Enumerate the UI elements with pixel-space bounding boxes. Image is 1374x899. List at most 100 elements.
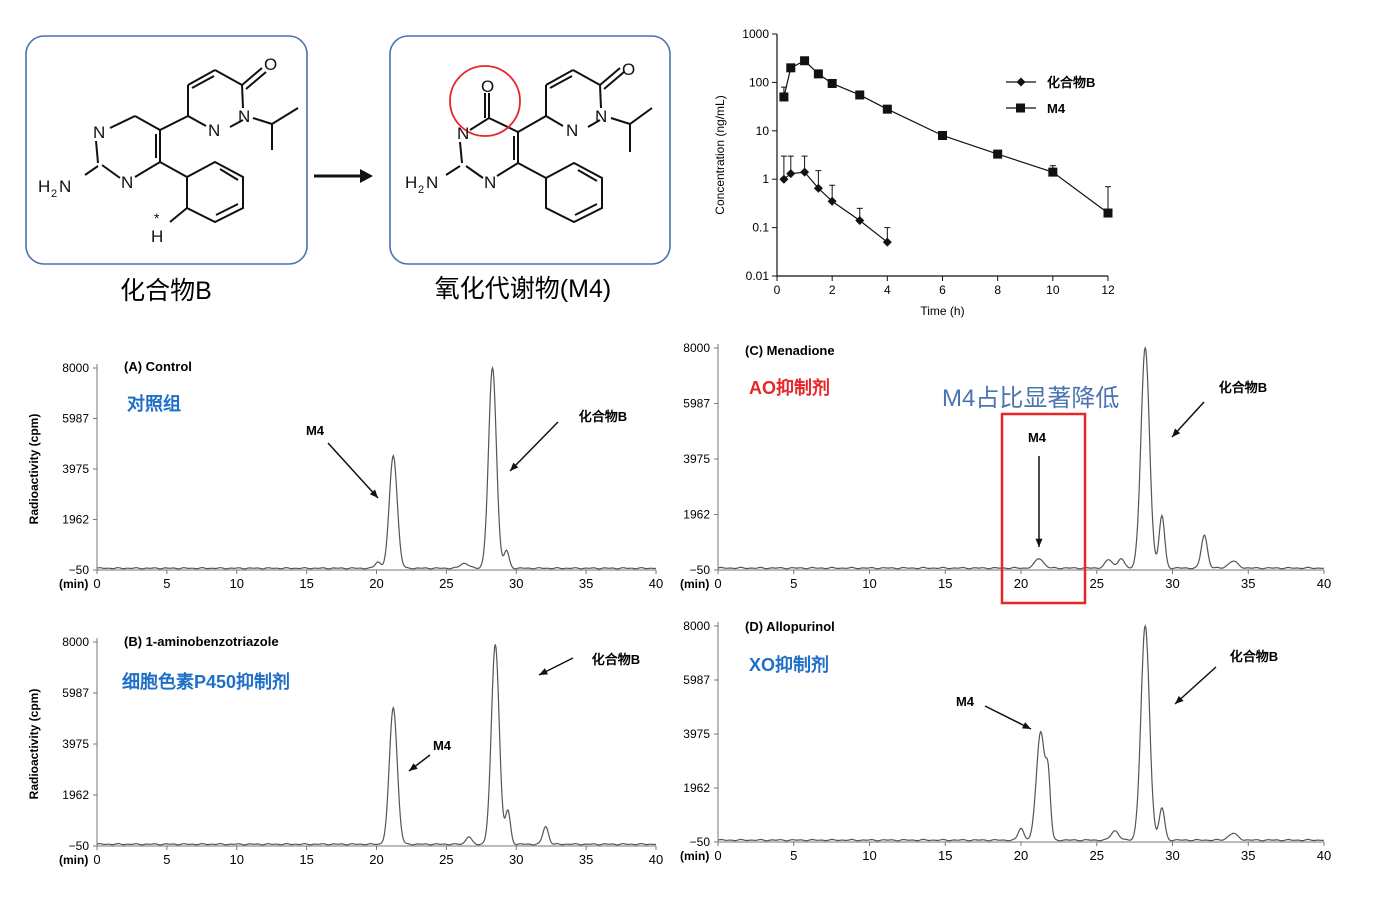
chrom-x-tick-label: 20 <box>369 576 383 591</box>
pk-x-tick-label: 8 <box>994 283 1001 297</box>
pk-y-tick-label: 10 <box>756 124 770 138</box>
chrom-annotation-arrow <box>327 442 379 499</box>
chrom-annotation-arrowhead <box>409 763 418 771</box>
chrom-peak-label: 化合物B <box>592 652 640 667</box>
pk-x-tick-label: 2 <box>829 283 836 297</box>
pk-y-tick-label: 1 <box>762 172 769 186</box>
parent-atom-n1: N <box>93 123 105 142</box>
chrom-y-tick-label: 3975 <box>683 452 710 466</box>
pk-point-m4 <box>1048 167 1058 177</box>
chrom-x-tick-label: 15 <box>938 576 952 591</box>
pk-point-m4 <box>779 92 789 102</box>
chrom-x-tick-label: 25 <box>439 576 453 591</box>
metabolite-atom-h2n-sub: 2 <box>418 184 424 196</box>
chrom-annotation-arrow <box>984 705 1032 730</box>
chrom-annotation-arrow <box>1174 666 1217 705</box>
chrom-y-tick-label: 8000 <box>62 635 89 649</box>
chrom-annotation-arrow <box>509 421 559 472</box>
pk-legend-marker <box>1016 77 1026 87</box>
reaction-arrow <box>314 169 373 183</box>
chrom-x-tick-label: 10 <box>230 852 244 867</box>
chrom-x-tick-label: 10 <box>230 576 244 591</box>
pk-point-compound-b <box>786 169 796 179</box>
chrom-y-tick-label: −50 <box>69 563 90 577</box>
pk-point-compound-b <box>800 167 810 177</box>
chrom-y-tick-label: 5987 <box>683 397 710 411</box>
chrom-x-tick-label: 0 <box>714 576 721 591</box>
chrom-y-tick-label: 3975 <box>62 737 89 751</box>
chrom-annotation-arrowhead <box>1035 538 1043 547</box>
chrom-panel-title: (D) Allopurinol <box>745 619 835 634</box>
chrom-highlight-box <box>1000 412 1087 605</box>
pk-x-tick-label: 10 <box>1046 283 1060 297</box>
chrom-trace <box>717 345 1325 570</box>
pk-point-m4 <box>938 130 947 140</box>
chromatogram-a-control: 8000 5987 3975 1962 −500 5 10 15 20 25 30 35 40 (min)… <box>27 359 663 591</box>
pk-x-tick-label: 0 <box>774 283 781 297</box>
chrom-x-tick-label: 5 <box>790 576 797 591</box>
pk-point-compound-b <box>855 216 865 226</box>
chrom-x-unit: (min) <box>59 853 88 867</box>
pk-point-compound-b <box>827 196 837 206</box>
chrom-x-tick-label: 25 <box>1090 848 1104 863</box>
pk-y-axis-label: Concentration (ng/mL) <box>713 95 727 214</box>
pk-x-axis-label: Time (h) <box>920 304 964 318</box>
chrom-y-tick-label: 1962 <box>62 513 89 527</box>
chrom-x-tick-label: 35 <box>1241 576 1255 591</box>
parent-atom-n3: N <box>208 121 220 140</box>
chrom-x-tick-label: 20 <box>369 852 383 867</box>
chrom-x-tick-label: 10 <box>862 576 876 591</box>
pk-x-tick-label: 12 <box>1101 283 1115 297</box>
chromatogram-b-aminobenzotriazole: 8000 5987 3975 1962 −500 5 10 15 20 25 30 35 40 (min)… <box>27 634 663 867</box>
chrom-x-tick-label: 35 <box>579 576 593 591</box>
metabolite-atom-h2n-n: N <box>426 173 438 192</box>
pk-y-tick-label: 1000 <box>742 27 769 41</box>
parent-atom-star: * <box>154 210 160 226</box>
chrom-x-tick-label: 30 <box>509 852 523 867</box>
chrom-peak-label: 化合物B <box>579 409 627 424</box>
chrom-x-tick-label: 20 <box>1014 848 1028 863</box>
pk-point-m4 <box>882 104 892 114</box>
chrom-y-tick-label: 3975 <box>62 462 89 476</box>
pk-x-tick-label: 6 <box>939 283 946 297</box>
chrom-x-tick-label: 30 <box>509 576 523 591</box>
chrom-x-unit: (min) <box>680 577 709 591</box>
chrom-x-tick-label: 15 <box>299 576 313 591</box>
pk-series-line <box>783 171 888 243</box>
chrom-x-tick-label: 0 <box>93 852 100 867</box>
chrom-x-tick-label: 5 <box>163 576 170 591</box>
chrom-y-tick-label: 1962 <box>683 508 710 522</box>
chrom-x-tick-label: 30 <box>1165 848 1179 863</box>
chrom-x-tick-label: 15 <box>299 852 313 867</box>
parent-atom-n2: N <box>121 173 133 192</box>
chrom-trace <box>96 365 657 570</box>
chrom-x-tick-label: 40 <box>649 576 663 591</box>
structure-schemes: N N H 2 N N N O * H O N N H <box>25 35 671 305</box>
chrom-annotation-arrowhead <box>1175 695 1184 704</box>
pk-point-m4 <box>827 78 837 88</box>
chrom-x-tick-label: 0 <box>714 848 721 863</box>
parent-atom-h2n-n: N <box>59 177 71 196</box>
pk-point-m4 <box>813 69 823 79</box>
pk-x-tick-label: 4 <box>884 283 891 297</box>
metabolite-label: 氧化代谢物(M4) <box>435 275 611 303</box>
pk-point-m4 <box>786 63 796 73</box>
chrom-x-tick-label: 35 <box>579 852 593 867</box>
parent-atom-h: H <box>151 227 163 246</box>
chrom-peak-label: M4 <box>306 423 325 438</box>
chrom-y-tick-label: −50 <box>69 839 90 853</box>
chrom-x-tick-label: 5 <box>163 852 170 867</box>
chrom-x-tick-label: 15 <box>938 848 952 863</box>
chrom-y-tick-label: 1962 <box>62 788 89 802</box>
chromatogram-c-menadione: 8000 5987 3975 1962 −500 5 10 15 20 25 30 35 40 (min)… <box>680 341 1331 605</box>
chrom-x-tick-label: 40 <box>1317 848 1331 863</box>
chrom-x-tick-label: 40 <box>649 852 663 867</box>
chrom-panel-subtitle: XO抑制剂 <box>749 654 829 675</box>
chrom-y-tick-label: 3975 <box>683 727 710 741</box>
metabolite-atom-n2: N <box>484 173 496 192</box>
chrom-y-tick-label: 8000 <box>683 341 710 355</box>
chrom-x-tick-label: 40 <box>1317 576 1331 591</box>
pk-point-compound-b <box>882 237 892 247</box>
pk-y-tick-label: 0.1 <box>752 221 769 235</box>
chrom-panel-title: (B) 1-aminobenzotriazole <box>124 634 279 649</box>
